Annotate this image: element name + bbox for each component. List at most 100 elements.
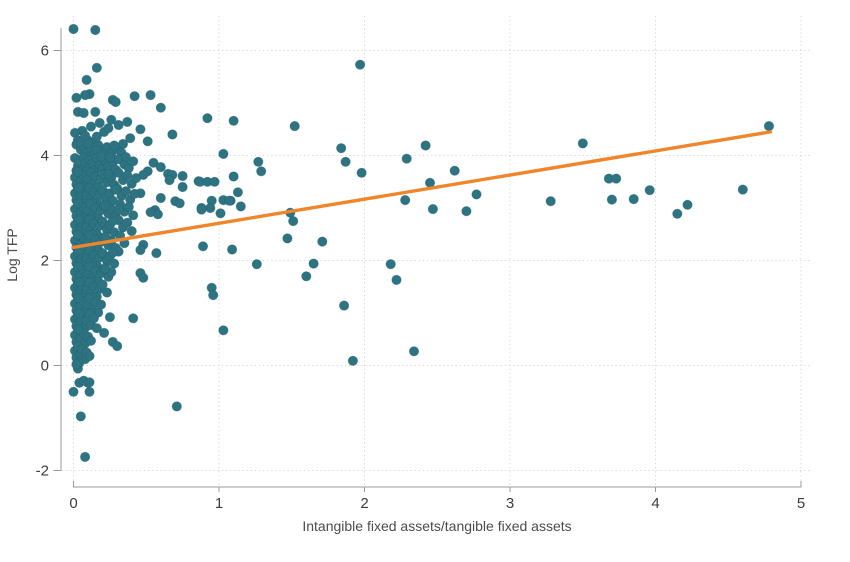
data-point — [72, 166, 84, 177]
data-point — [611, 173, 622, 184]
data-point — [104, 312, 116, 323]
trend-line — [71, 130, 773, 250]
data-point — [122, 170, 133, 181]
data-point — [205, 202, 216, 214]
data-point — [145, 90, 156, 101]
data-point — [112, 340, 123, 352]
data-point — [113, 119, 124, 131]
data-point — [232, 187, 243, 198]
x-tick-label: 1 — [215, 495, 223, 512]
data-point — [737, 184, 748, 195]
data-point — [72, 229, 84, 240]
data-point — [84, 386, 95, 397]
y-tick-label: 4 — [41, 148, 49, 165]
data-point — [128, 156, 139, 167]
data-point — [94, 117, 105, 129]
data-point — [197, 241, 209, 252]
data-point — [308, 258, 319, 269]
data-point — [107, 216, 118, 227]
data-point — [228, 115, 239, 126]
data-point — [90, 106, 101, 118]
data-point — [91, 131, 102, 142]
data-point — [235, 201, 246, 212]
y-tick-label: 2 — [41, 253, 49, 270]
data-point — [96, 151, 107, 162]
data-point — [74, 308, 85, 319]
gridlines — [62, 16, 812, 486]
data-point — [135, 244, 146, 256]
data-point — [75, 411, 86, 422]
tick-labels: -2 0 2 4 6 0 1 2 3 4 5 — [36, 43, 806, 513]
data-point — [129, 188, 140, 199]
data-point — [155, 162, 166, 173]
data-point — [109, 140, 120, 151]
data-point — [177, 170, 188, 182]
data-point — [129, 91, 140, 102]
data-point — [471, 189, 482, 200]
data-point — [80, 90, 91, 101]
data-point — [461, 206, 472, 217]
x-tick-label: 2 — [360, 495, 368, 512]
data-point — [71, 92, 82, 103]
data-point — [68, 23, 79, 35]
data-point — [142, 136, 153, 147]
data-point — [288, 216, 299, 227]
data-point — [103, 123, 114, 134]
data-point — [682, 199, 693, 210]
data-point — [209, 176, 220, 187]
data-point — [138, 272, 149, 283]
data-point — [408, 346, 420, 357]
data-point — [97, 279, 108, 290]
data-point — [72, 324, 84, 335]
data-point — [228, 171, 239, 182]
data-point — [110, 96, 121, 108]
data-point — [148, 157, 159, 168]
data-point — [338, 300, 350, 311]
data-point — [72, 292, 84, 303]
y-tick-label: 0 — [41, 358, 49, 375]
y-tick-label: 6 — [41, 43, 49, 60]
data-point — [72, 261, 84, 272]
data-point — [113, 204, 124, 215]
y-axis-title: Log TFP — [4, 228, 20, 281]
trend-line-group — [71, 130, 773, 250]
data-point — [104, 152, 116, 163]
data-point — [356, 167, 367, 178]
data-point — [128, 210, 139, 221]
data-point — [99, 327, 110, 338]
data-point — [196, 204, 207, 215]
data-point — [72, 198, 84, 209]
data-point — [301, 271, 312, 282]
data-point — [106, 114, 117, 125]
data-point — [91, 62, 102, 73]
x-axis-title: Intangible fixed assets/tangible fixed a… — [302, 518, 571, 534]
data-point — [74, 276, 85, 288]
data-point — [80, 130, 91, 141]
data-point — [120, 152, 132, 163]
data-point — [155, 192, 166, 204]
data-point — [202, 113, 213, 124]
data-point — [74, 182, 85, 193]
data-point — [135, 124, 146, 135]
data-point — [84, 377, 95, 388]
x-axis-line — [73, 481, 802, 488]
data-point — [122, 217, 133, 228]
data-point — [126, 226, 137, 237]
data-point — [391, 274, 402, 285]
data-point — [347, 355, 358, 366]
data-point — [131, 173, 142, 184]
axes — [53, 28, 802, 492]
data-point — [317, 236, 328, 247]
data-point — [340, 156, 351, 167]
data-point — [420, 140, 431, 151]
data-point — [177, 181, 188, 193]
data-point — [336, 143, 347, 154]
data-point — [151, 248, 162, 259]
data-point — [101, 287, 113, 298]
data-point — [354, 59, 366, 70]
data-point — [85, 121, 97, 132]
data-point — [85, 335, 97, 346]
data-point — [91, 323, 102, 334]
data-point — [763, 121, 775, 132]
